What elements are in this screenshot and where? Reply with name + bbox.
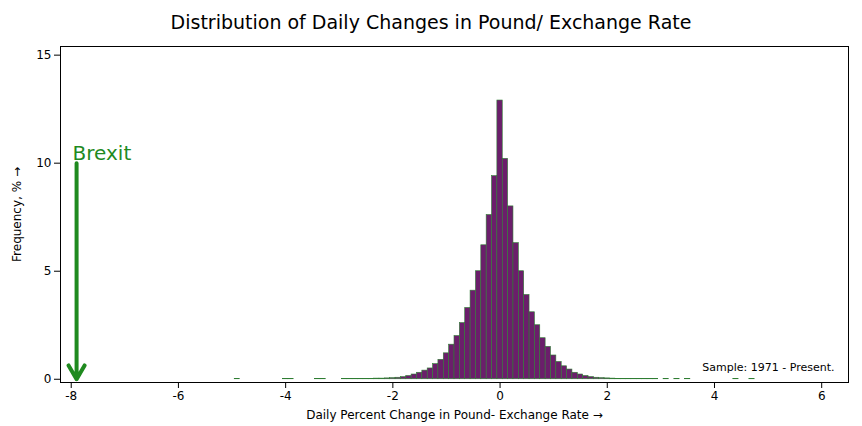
svg-text:-2: -2 bbox=[387, 389, 399, 403]
svg-text:2: 2 bbox=[603, 389, 611, 403]
svg-text:15: 15 bbox=[36, 48, 51, 62]
svg-text:Sample: 1971 - Present.: Sample: 1971 - Present. bbox=[702, 361, 834, 374]
svg-text:6: 6 bbox=[818, 389, 826, 403]
svg-text:5: 5 bbox=[44, 264, 52, 278]
svg-text:Brexit: Brexit bbox=[73, 141, 132, 165]
svg-text:-8: -8 bbox=[65, 389, 77, 403]
svg-text:0: 0 bbox=[496, 389, 504, 403]
svg-text:-4: -4 bbox=[280, 389, 292, 403]
svg-text:Daily Percent Change in Pound-: Daily Percent Change in Pound- Exchange … bbox=[306, 408, 603, 422]
svg-text:10: 10 bbox=[36, 156, 51, 170]
svg-text:0: 0 bbox=[44, 372, 52, 386]
html-text:Distribution of Daily Changes: Distribution of Daily Changes in Pound/ … bbox=[170, 11, 692, 33]
svg-text:Frequency, % →: Frequency, % → bbox=[10, 167, 24, 262]
svg-text:-6: -6 bbox=[172, 389, 184, 403]
svg-text:4: 4 bbox=[711, 389, 719, 403]
